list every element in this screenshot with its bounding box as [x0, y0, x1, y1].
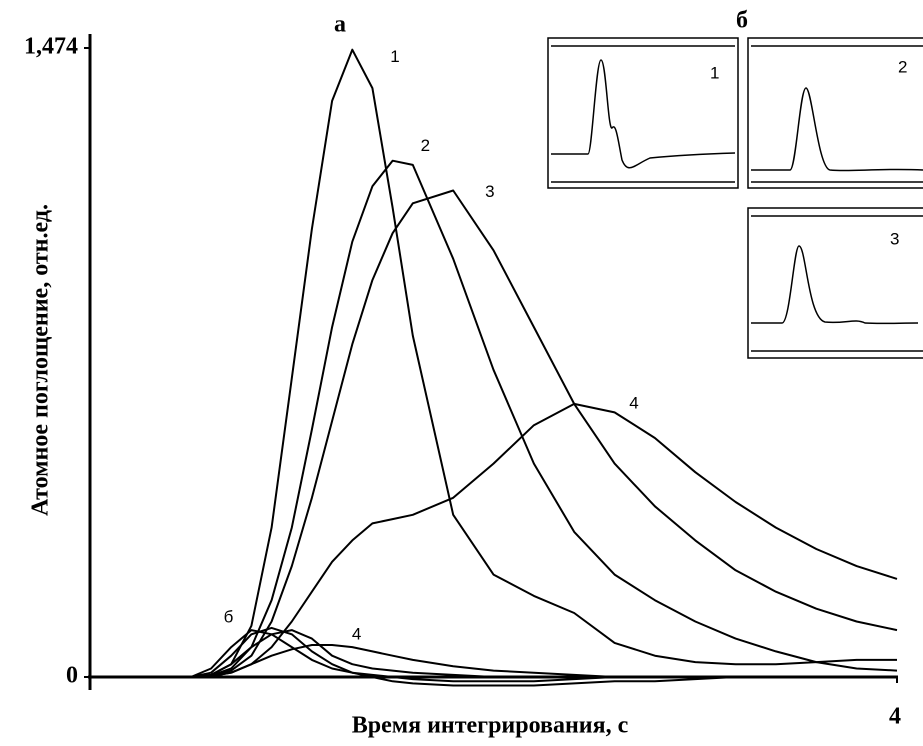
inset-3: 3 — [747, 207, 923, 359]
inset-label: 2 — [898, 57, 907, 76]
x-axis-label: Время интегрирования, с — [352, 713, 629, 739]
series-label: б — [224, 607, 234, 626]
small-series-line — [90, 644, 897, 678]
inset-1: 1 — [547, 37, 739, 189]
series-line — [90, 48, 897, 678]
x-tick-label: 4 — [889, 704, 901, 730]
series-line — [90, 189, 898, 678]
inset-panel-label: б — [736, 8, 748, 34]
y-tick-label: 0 — [66, 663, 78, 689]
series-label: 1 — [390, 47, 399, 66]
inset-label: 1 — [710, 63, 719, 82]
inset-2: 2 — [747, 37, 923, 189]
series-label: 4 — [352, 624, 361, 643]
series-label: 4 — [629, 393, 638, 412]
y-tick-label: 1,474 — [24, 34, 78, 60]
inset-label: 3 — [890, 229, 899, 248]
series-line — [90, 402, 898, 678]
series-label: 3 — [485, 182, 494, 201]
panel-label: а — [334, 12, 346, 38]
series-label: 2 — [421, 136, 430, 155]
y-axis-label: Атомное поглощение, отн.ед. — [28, 204, 54, 516]
